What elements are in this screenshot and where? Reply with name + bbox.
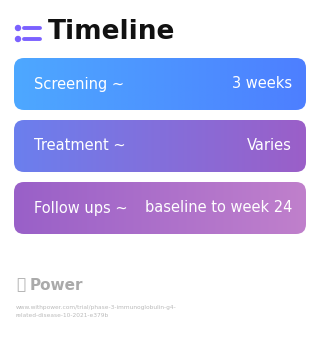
Text: www.withpower.com/trial/phase-3-immunoglobulin-g4-: www.withpower.com/trial/phase-3-immunogl…: [16, 305, 177, 310]
Text: Timeline: Timeline: [48, 19, 175, 45]
Text: related-disease-10-2021-e379b: related-disease-10-2021-e379b: [16, 313, 109, 318]
Text: Follow ups ~: Follow ups ~: [34, 200, 128, 216]
Text: Varies: Varies: [247, 139, 292, 154]
Text: Treatment ~: Treatment ~: [34, 139, 126, 154]
Circle shape: [15, 25, 20, 31]
Text: ␧: ␧: [16, 278, 25, 293]
Text: baseline to week 24: baseline to week 24: [145, 200, 292, 216]
Text: Screening ~: Screening ~: [34, 77, 124, 92]
Circle shape: [15, 37, 20, 41]
Text: 3 weeks: 3 weeks: [232, 77, 292, 92]
Text: Power: Power: [30, 278, 84, 293]
